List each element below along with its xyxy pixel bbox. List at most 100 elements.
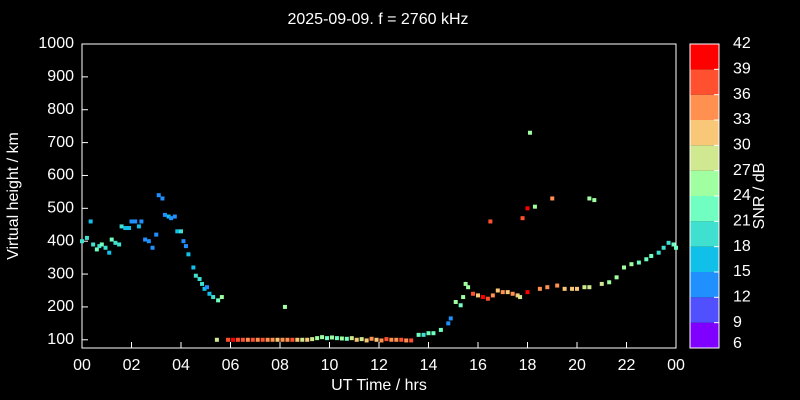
data-point xyxy=(123,226,128,231)
data-point xyxy=(505,290,510,295)
data-point xyxy=(109,237,114,242)
y-tick-label: 200 xyxy=(47,298,74,315)
colorbar-segment xyxy=(690,221,719,247)
data-point xyxy=(270,337,275,342)
data-point xyxy=(181,239,186,244)
data-point xyxy=(599,281,604,286)
data-point xyxy=(290,337,295,342)
data-point xyxy=(169,216,174,221)
data-point xyxy=(592,198,597,203)
data-point xyxy=(305,337,310,342)
x-tick-label: 18 xyxy=(519,357,537,374)
data-point xyxy=(562,286,567,291)
data-point xyxy=(197,276,202,281)
data-point xyxy=(235,337,240,342)
data-point xyxy=(191,265,196,270)
y-tick-label: 600 xyxy=(47,167,74,184)
data-point xyxy=(260,337,265,342)
data-point xyxy=(211,295,216,300)
data-point xyxy=(614,275,619,280)
data-point xyxy=(334,336,339,341)
data-point xyxy=(103,245,108,250)
data-point xyxy=(570,286,575,291)
data-point xyxy=(280,337,285,342)
data-point xyxy=(88,219,93,224)
data-point xyxy=(394,337,399,342)
x-tick-label: 00 xyxy=(73,357,91,374)
colorbar-tick-label: 15 xyxy=(733,263,751,280)
x-tick-label: 06 xyxy=(222,357,240,374)
y-tick-label: 1000 xyxy=(38,35,74,52)
colorbar-tick-label: 6 xyxy=(733,335,742,352)
y-tick-label: 500 xyxy=(47,200,74,217)
data-point xyxy=(532,204,537,209)
data-point xyxy=(113,240,118,245)
data-point xyxy=(202,286,207,291)
colorbar-segment xyxy=(690,94,719,120)
data-point xyxy=(446,321,451,326)
colorbar-segment xyxy=(690,297,719,323)
data-point xyxy=(649,253,654,258)
data-point xyxy=(310,337,315,342)
data-point xyxy=(500,290,505,295)
x-axis-label: UT Time / hrs xyxy=(331,377,427,394)
colorbar-segment xyxy=(690,44,719,70)
y-tick-label: 400 xyxy=(47,232,74,249)
data-point xyxy=(463,281,468,286)
data-point xyxy=(143,237,148,242)
colorbar-segment xyxy=(690,69,719,95)
data-point xyxy=(183,244,188,249)
colorbar-tick-label: 39 xyxy=(733,61,751,78)
colorbar-tick-label: 27 xyxy=(733,162,751,179)
data-point xyxy=(416,332,421,337)
data-point xyxy=(162,212,167,217)
colorbar-segment xyxy=(690,196,719,222)
data-point xyxy=(369,336,374,341)
data-point xyxy=(607,280,612,285)
x-tick-label: 10 xyxy=(321,357,339,374)
colorbar-tick-label: 9 xyxy=(733,314,742,331)
data-point xyxy=(84,235,89,240)
colorbar-tick-label: 30 xyxy=(733,137,751,154)
data-point xyxy=(622,265,627,270)
data-point xyxy=(379,338,384,343)
data-point xyxy=(674,245,678,250)
colorbar-tick-label: 12 xyxy=(733,289,751,306)
colorbar-segment xyxy=(690,246,719,272)
data-point xyxy=(374,337,379,342)
data-point xyxy=(525,290,530,295)
data-point xyxy=(150,245,155,250)
data-point xyxy=(525,206,530,211)
data-point xyxy=(349,336,354,341)
data-point xyxy=(426,331,431,336)
data-point xyxy=(94,247,99,252)
data-point xyxy=(136,224,141,229)
x-tick-label: 12 xyxy=(370,357,388,374)
data-point xyxy=(97,244,102,249)
data-point xyxy=(359,337,364,342)
colorbar-tick-label: 42 xyxy=(733,35,751,52)
data-point xyxy=(172,214,177,219)
y-axis-label: Virtual height / km xyxy=(5,132,22,260)
data-point xyxy=(431,331,436,336)
data-point xyxy=(515,293,520,298)
data-point xyxy=(471,291,476,296)
chart-title: 2025-09-09. f = 2760 kHz xyxy=(287,11,468,28)
colorbar-segment xyxy=(690,170,719,196)
data-point xyxy=(466,285,471,290)
data-point xyxy=(438,327,443,332)
data-point xyxy=(636,260,641,265)
data-point xyxy=(117,242,122,247)
data-point xyxy=(99,242,104,247)
colorbar-tick-label: 18 xyxy=(733,238,751,255)
data-point xyxy=(404,338,409,343)
data-point xyxy=(226,337,231,342)
data-point xyxy=(476,293,480,298)
data-point xyxy=(107,250,112,255)
data-point xyxy=(250,337,255,342)
data-point xyxy=(91,242,96,247)
data-point xyxy=(275,337,280,342)
data-point xyxy=(550,196,555,201)
